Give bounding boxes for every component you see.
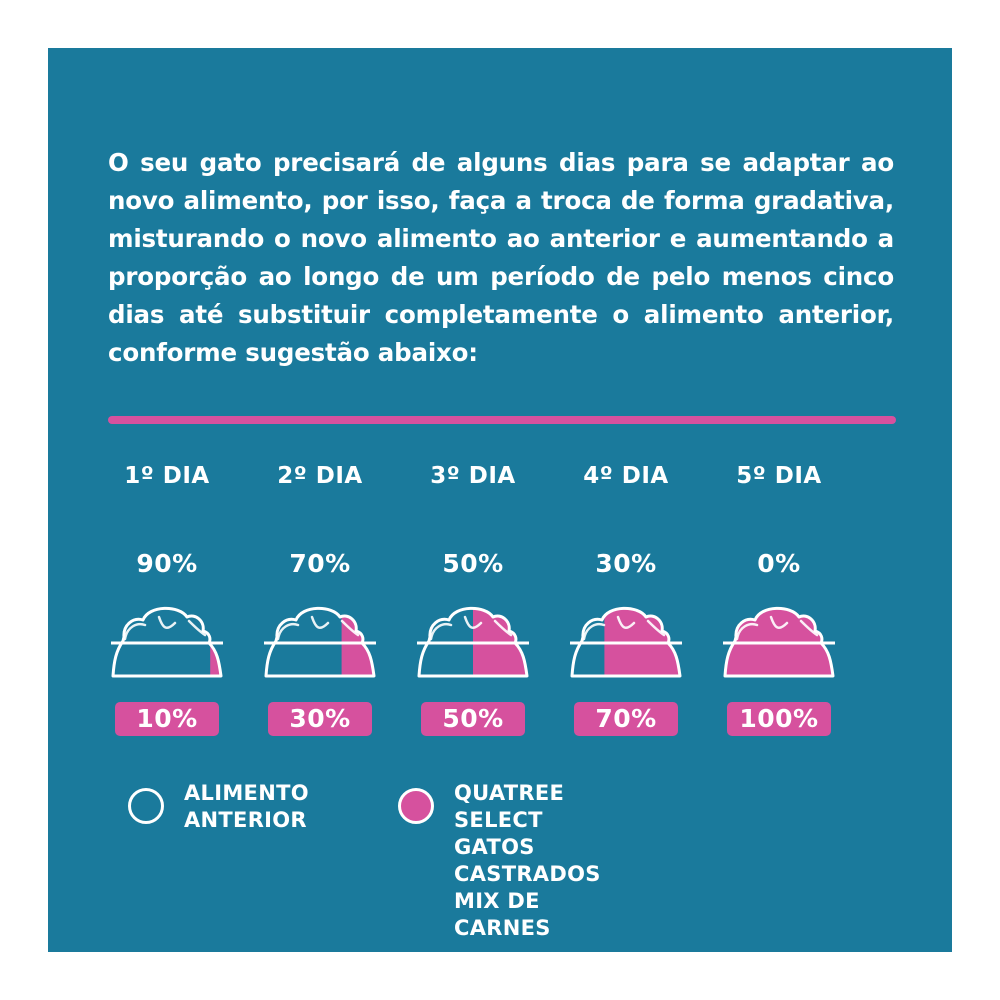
previous-food-percentage: 30% xyxy=(595,549,657,578)
new-food-percentage-badge: 70% xyxy=(574,702,678,736)
day-column: 2º DIA 70% 30% xyxy=(245,463,395,743)
day-column: 1º DIA 90% 10% xyxy=(92,463,242,743)
legend-new-label: QUATREE SELECT GATOS CASTRADOS MIX DE CA… xyxy=(454,781,601,940)
food-bowl-icon xyxy=(417,606,529,678)
new-food-percentage-badge: 10% xyxy=(115,702,219,736)
transition-schedule: 1º DIA 90% 10% 2º DIA 70% 30% 3º DIA 50% 50% 4º D… xyxy=(48,48,952,952)
new-food-percentage-badge: 30% xyxy=(268,702,372,736)
day-column: 4º DIA 30% 70% xyxy=(551,463,701,743)
teal-circle-icon xyxy=(128,788,164,824)
day-label: 4º DIA xyxy=(583,463,669,489)
day-column: 5º DIA 0% 100% xyxy=(704,463,854,743)
previous-food-percentage: 50% xyxy=(442,549,504,578)
intro-paragraph: O seu gato precisará de alguns dias para… xyxy=(108,148,894,367)
day-label: 5º DIA xyxy=(736,463,822,489)
previous-food-percentage: 70% xyxy=(289,549,351,578)
new-food-percentage-badge: 100% xyxy=(727,702,831,736)
new-food-fill xyxy=(725,608,833,676)
food-bowl-icon xyxy=(723,606,835,678)
previous-food-percentage: 0% xyxy=(757,549,801,578)
info-panel: O seu gato precisará de alguns dias para… xyxy=(48,48,952,952)
day-label: 3º DIA xyxy=(430,463,516,489)
previous-food-percentage: 90% xyxy=(136,549,198,578)
food-bowl-icon xyxy=(570,606,682,678)
new-food-percentage-badge: 50% xyxy=(421,702,525,736)
food-bowl-icon xyxy=(111,606,223,678)
day-column: 3º DIA 50% 50% xyxy=(398,463,548,743)
day-label: 2º DIA xyxy=(277,463,363,489)
legend-previous-label: ALIMENTO ANTERIOR xyxy=(184,781,309,832)
day-label: 1º DIA xyxy=(124,463,210,489)
pink-circle-icon xyxy=(398,788,434,824)
divider-line xyxy=(108,416,896,424)
food-bowl-icon xyxy=(264,606,376,678)
